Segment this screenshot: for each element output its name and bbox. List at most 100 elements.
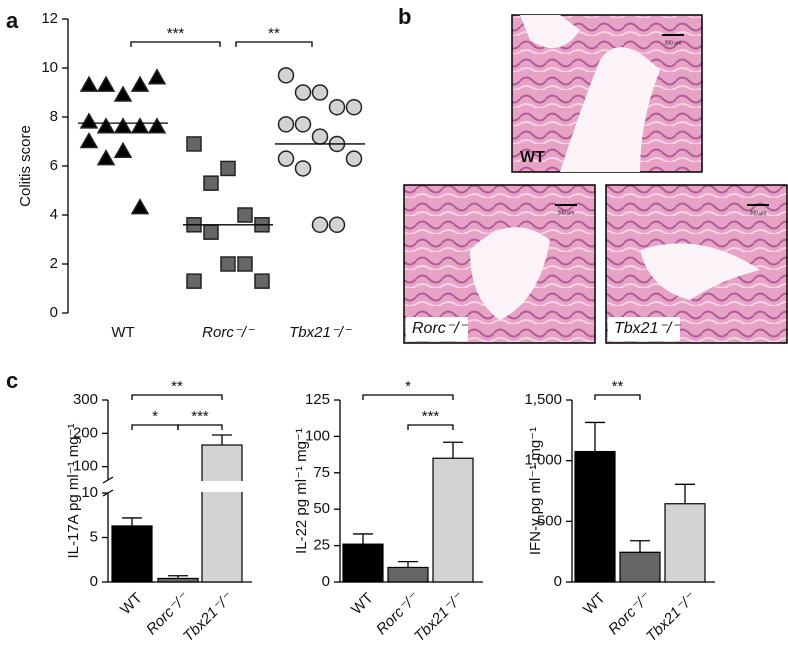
- significance-bracket: [407, 424, 454, 430]
- y-tick-label: 0: [554, 573, 562, 590]
- data-point: [277, 67, 295, 84]
- significance-bracket: [131, 424, 179, 430]
- data-point: [130, 198, 150, 215]
- significance-label: *: [152, 408, 158, 425]
- bar: [201, 444, 243, 583]
- data-point: [277, 150, 295, 167]
- data-point: [237, 207, 253, 223]
- data-point: [203, 175, 219, 191]
- y-tick-label: 5: [90, 528, 98, 545]
- data-point: [113, 117, 133, 134]
- data-point: [328, 216, 346, 234]
- bar: [387, 566, 429, 583]
- x-tick-label: WT: [117, 590, 146, 619]
- data-point: [96, 149, 116, 166]
- data-point: [345, 150, 363, 167]
- x-tick-label: Tbx21⁻/⁻: [289, 324, 352, 341]
- panel-label: c: [6, 368, 18, 393]
- significance-label: **: [268, 25, 280, 42]
- data-point: [130, 75, 150, 92]
- bar: [664, 503, 706, 583]
- y-tick-label: 25: [313, 537, 330, 554]
- bar: [619, 551, 661, 583]
- y-tick-label: 125: [305, 391, 330, 408]
- histology-rorc: [403, 184, 596, 344]
- y-tick-label: 4: [50, 206, 58, 223]
- y-axis-label: Colitis score: [17, 125, 34, 207]
- data-point: [113, 85, 133, 102]
- data-point: [96, 117, 116, 134]
- data-point: [345, 98, 363, 116]
- data-point: [311, 84, 329, 101]
- data-point: [186, 136, 202, 152]
- y-tick-label: 10: [81, 484, 98, 501]
- bar: [574, 450, 616, 583]
- bar: [342, 543, 384, 583]
- data-point: [96, 75, 116, 92]
- scale-bar-label: 200 µm: [750, 210, 767, 216]
- significance-bracket: [177, 424, 223, 430]
- y-tick-label: 10: [41, 59, 58, 76]
- y-tick-label: 6: [50, 157, 58, 174]
- y-tick-label: 1,500: [524, 391, 562, 408]
- x-tick-label: WT: [348, 590, 377, 619]
- significance-label: ***: [191, 408, 209, 425]
- y-tick-label: 500: [537, 512, 562, 529]
- x-tick-label: Tbx21⁻/⁻: [643, 589, 699, 645]
- histology-tbx21: [605, 184, 788, 344]
- data-point: [311, 216, 329, 234]
- data-point: [237, 256, 253, 272]
- break-gap: [201, 481, 243, 492]
- significance-bracket: [235, 41, 313, 47]
- significance-label: ***: [167, 25, 185, 42]
- data-point: [328, 98, 346, 116]
- y-tick-label: 100: [73, 458, 98, 475]
- bar: [432, 457, 474, 583]
- x-tick-label: WT: [580, 590, 609, 619]
- data-point: [277, 116, 295, 133]
- data-point: [203, 224, 219, 240]
- histology-label: Tbx21⁻/⁻: [614, 320, 681, 337]
- data-point: [254, 273, 270, 289]
- significance-bracket: [130, 41, 221, 47]
- data-point: [294, 116, 312, 133]
- y-tick-label: 2: [50, 255, 58, 272]
- significance-label: **: [171, 378, 183, 395]
- significance-label: **: [612, 378, 624, 395]
- y-axis-label: IL-17A pg ml⁻¹ mg⁻¹: [65, 423, 82, 558]
- y-tick-label: 200: [73, 424, 98, 441]
- significance-label: ***: [422, 408, 440, 425]
- label-box: [608, 317, 680, 341]
- data-point: [294, 84, 312, 101]
- data-point: [311, 128, 329, 145]
- data-point: [79, 131, 99, 149]
- y-axis-label: IL-22 pg ml⁻¹ mg⁻¹: [293, 428, 310, 554]
- x-tick-label: Rorc⁻/⁻: [202, 324, 255, 341]
- histology-label: Rorc⁻/⁻: [412, 320, 469, 337]
- y-tick-label: 50: [313, 500, 330, 517]
- significance-label: *: [405, 378, 411, 395]
- x-tick-label: WT: [111, 324, 134, 341]
- panel-label: a: [6, 8, 19, 33]
- data-point: [186, 273, 202, 289]
- significance-bracket: [594, 394, 641, 400]
- y-tick-label: 1,000: [524, 452, 562, 469]
- axis-break: [102, 476, 114, 484]
- histology-label: WT: [520, 149, 545, 166]
- scale-bar-label: 200 µm: [558, 210, 575, 216]
- data-point: [220, 256, 236, 272]
- data-point: [113, 141, 133, 159]
- scale-bar-label: 200 µm: [665, 40, 682, 46]
- label-box: [406, 317, 468, 341]
- data-point: [79, 112, 99, 129]
- significance-bracket: [362, 394, 454, 400]
- bar: [111, 525, 153, 583]
- panel-label: b: [398, 4, 411, 29]
- y-axis-label: IFN-γ pg ml⁻¹ mg⁻¹: [527, 427, 544, 555]
- y-tick-label: 0: [90, 573, 98, 590]
- y-tick-label: 100: [305, 427, 330, 444]
- data-point: [147, 117, 167, 134]
- data-point: [79, 75, 99, 92]
- data-point: [130, 117, 150, 134]
